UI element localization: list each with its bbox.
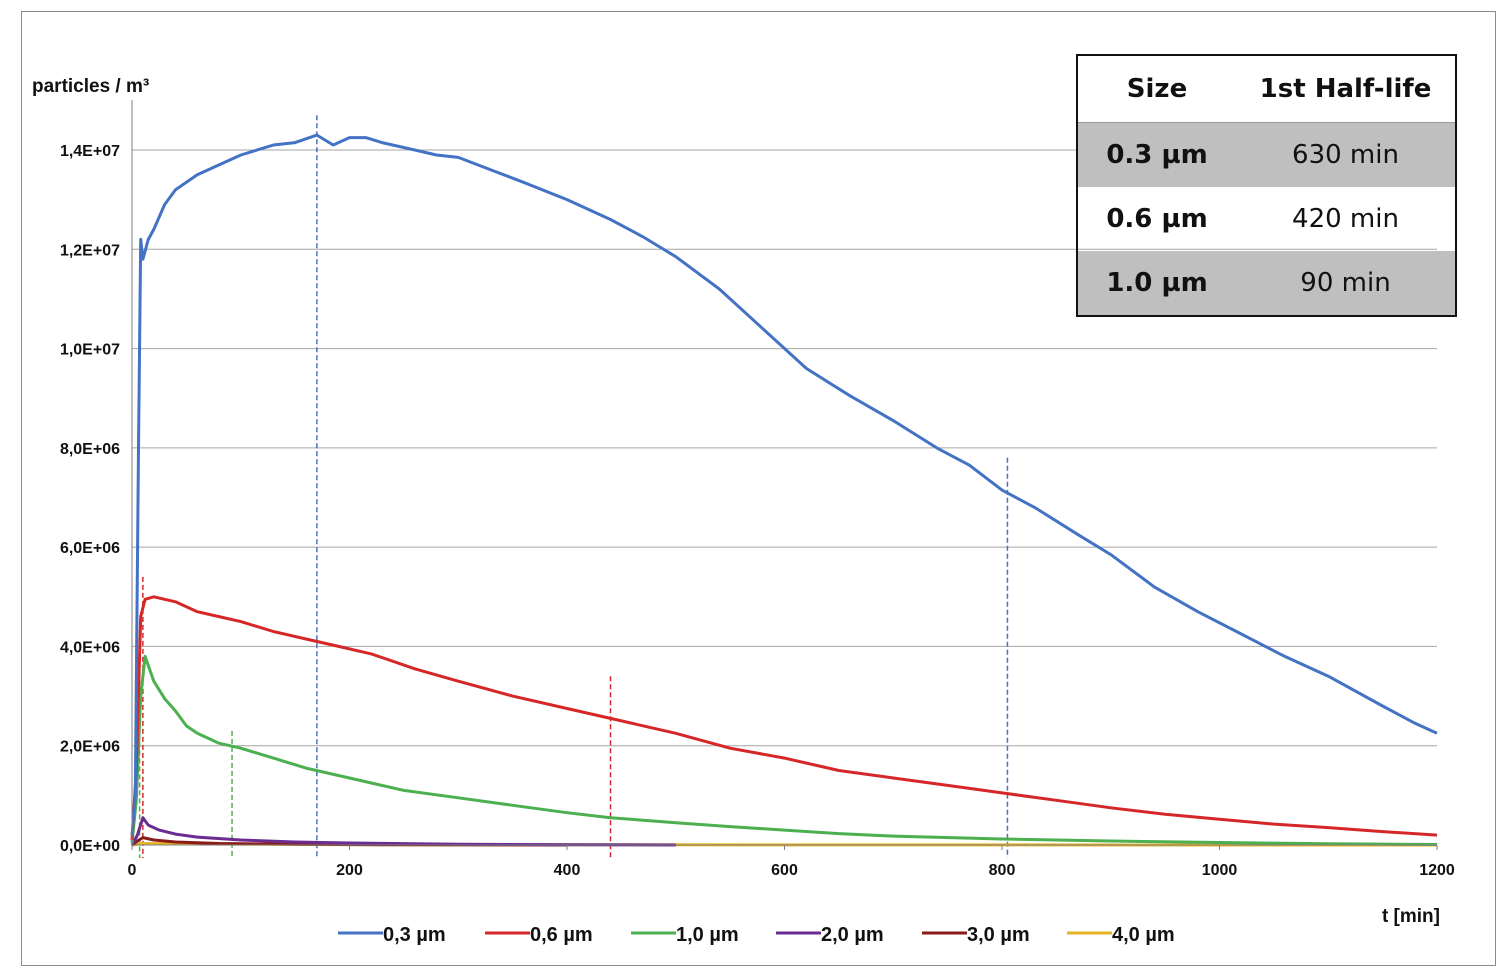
y-tick-label: 0,0E+00: [60, 838, 120, 855]
size-header: Size: [1077, 55, 1236, 123]
x-tick-label: 0: [128, 862, 137, 879]
legend-label: 3,0 µm: [967, 924, 1030, 946]
series-line: [130, 654, 1438, 846]
legend-label: 0,3 µm: [383, 924, 446, 946]
half-life-table: Size 1st Half-life 0.3 µm 630 min 0.6 µm…: [1076, 54, 1457, 317]
x-axis-label: t [min]: [1382, 906, 1440, 927]
table-row: 0.6 µm 420 min: [1077, 187, 1456, 251]
y-axis-label: particles / m³: [32, 76, 149, 97]
series-line: [130, 595, 1438, 841]
x-tick-labels: 0 200 400 600 800 1000 1200: [128, 845, 1455, 879]
half-life-cell: 420 min: [1292, 204, 1399, 234]
y-tick-labels: 0,0E+00 2,0E+06 4,0E+06 6,0E+06 8,0E+06 1,0E+…: [60, 143, 120, 855]
legend-label: 0,6 µm: [530, 924, 593, 946]
legend: 0,3 µm 0,6 µm 1,0 µm 2,0 µm 3,0 µm 4,0 µm: [338, 924, 1175, 946]
y-tick-label: 8,0E+06: [60, 441, 120, 458]
y-tick-label: 4,0E+06: [60, 639, 120, 656]
half-life-cell: 630 min: [1236, 122, 1456, 187]
size-cell: 1.0 µm: [1077, 251, 1236, 316]
legend-label: 2,0 µm: [821, 924, 884, 946]
x-tick-label: 600: [771, 862, 798, 879]
table-header-row: Size 1st Half-life: [1077, 55, 1456, 123]
table-row: 0.3 µm 630 min: [1077, 122, 1456, 187]
x-tick-label: 800: [989, 862, 1016, 879]
y-tick-label: 1,2E+07: [60, 242, 120, 259]
y-tick-label: 6,0E+06: [60, 540, 120, 557]
half-life-header: 1st Half-life: [1236, 55, 1456, 123]
series-line: [130, 133, 1438, 836]
legend-label: 4,0 µm: [1112, 924, 1175, 946]
x-tick-label: 1000: [1202, 862, 1238, 879]
legend-label: 1,0 µm: [676, 924, 739, 946]
size-cell: 0.3 µm: [1077, 122, 1236, 187]
size-cell: 0.6 µm: [1106, 204, 1208, 234]
x-tick-label: 1200: [1419, 862, 1455, 879]
y-tick-label: 1,0E+07: [60, 342, 120, 359]
half-life-markers: [138, 115, 1009, 858]
table-row: 1.0 µm 90 min: [1077, 251, 1456, 316]
y-tick-label: 2,0E+06: [60, 739, 120, 756]
x-tick-label: 200: [336, 862, 363, 879]
series-line: [130, 816, 676, 847]
half-life-cell: 90 min: [1236, 251, 1456, 316]
y-tick-label: 1,4E+07: [60, 143, 120, 160]
x-tick-label: 400: [554, 862, 581, 879]
